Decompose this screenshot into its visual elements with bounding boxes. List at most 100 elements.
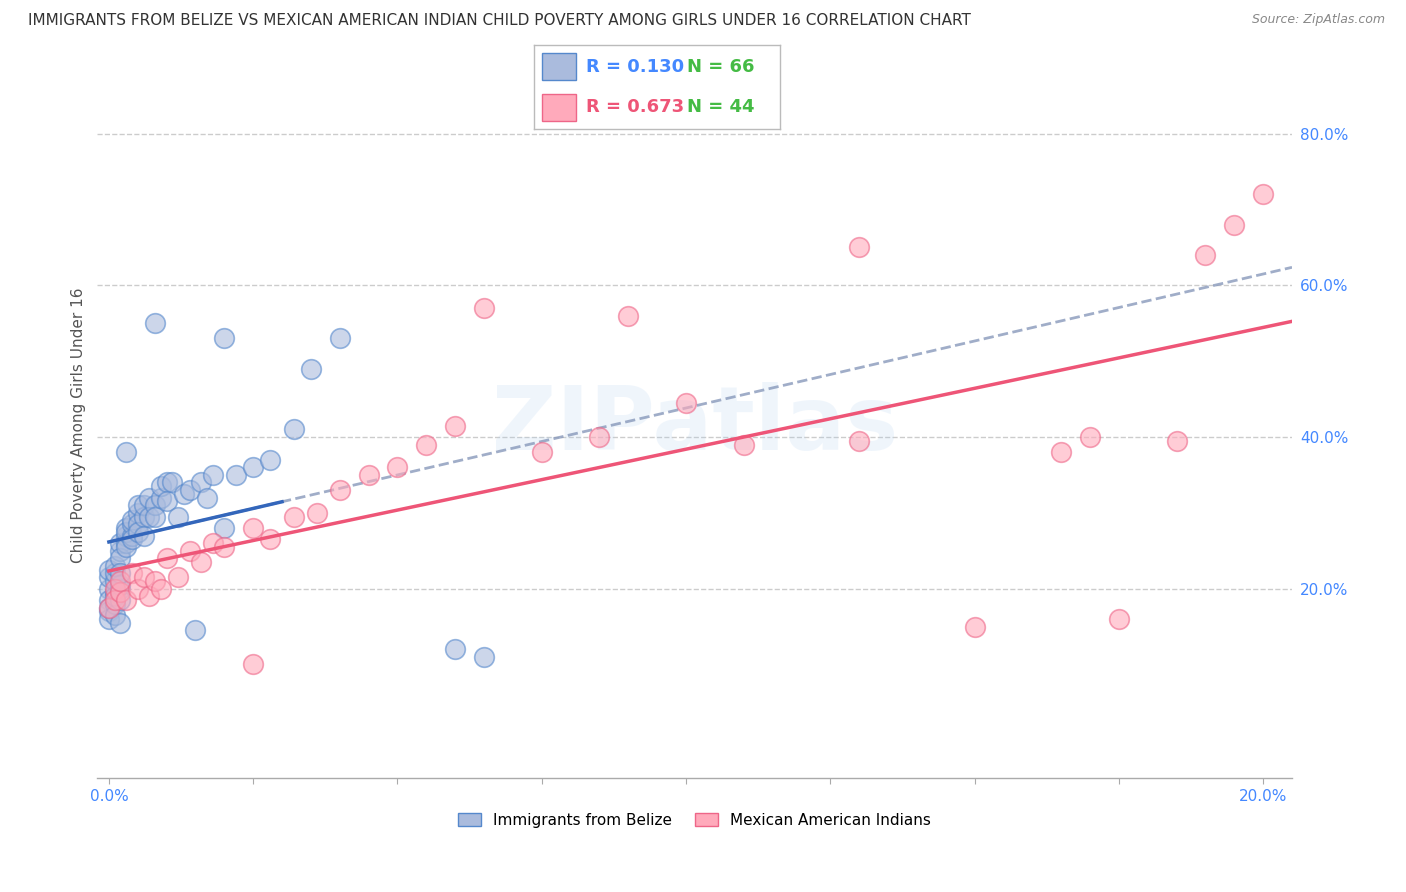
Point [127,582,149,596]
Point [127,506,149,520]
Point [387,460,409,475]
Point [132,528,155,542]
Point [179,543,201,558]
Point [848,240,870,254]
Point [132,498,155,512]
Point [97,563,120,577]
Point [283,509,305,524]
Point [104,574,127,588]
Point [1050,445,1073,459]
Point [201,536,224,550]
Text: IMMIGRANTS FROM BELIZE VS MEXICAN AMERICAN INDIAN CHILD POVERTY AMONG GIRLS UNDE: IMMIGRANTS FROM BELIZE VS MEXICAN AMERIC… [28,13,972,29]
Point [132,570,155,584]
Point [190,475,212,490]
Point [121,533,143,547]
Point [167,570,190,584]
Point [242,460,264,475]
Point [259,533,281,547]
Point [588,430,610,444]
Point [104,597,127,611]
Point [97,593,120,607]
Point [97,582,120,596]
Point [472,649,495,664]
Point [110,585,132,599]
Text: Source: ZipAtlas.com: Source: ZipAtlas.com [1251,13,1385,27]
Point [110,593,132,607]
Point [530,445,553,459]
Point [155,475,177,490]
Point [110,574,132,588]
Point [121,513,143,527]
Point [155,551,177,566]
Point [121,528,143,542]
Point [115,524,138,539]
Point [115,528,138,542]
Point [214,331,236,345]
Point [110,578,132,592]
Point [214,540,236,554]
Point [104,558,127,573]
Point [617,309,640,323]
Point [1108,612,1130,626]
Point [110,582,132,596]
Point [167,509,190,524]
Point [472,301,495,315]
Point [1166,434,1188,448]
Point [444,642,467,657]
Point [110,543,132,558]
Legend: Immigrants from Belize, Mexican American Indians: Immigrants from Belize, Mexican American… [451,807,938,834]
Point [97,612,120,626]
Point [115,536,138,550]
Point [162,475,184,490]
Point [127,524,149,539]
Point [1194,248,1216,262]
Point [733,437,755,451]
Point [155,494,177,508]
Point [329,483,352,497]
Point [110,551,132,566]
Point [214,521,236,535]
Point [115,593,138,607]
Point [115,445,138,459]
Point [143,509,166,524]
Bar [541,94,576,120]
Point [104,608,127,623]
Point [121,517,143,532]
Point [97,604,120,618]
Point [143,498,166,512]
Point [415,437,437,451]
Point [138,491,160,505]
Point [299,361,322,376]
Point [104,582,127,596]
Point [115,540,138,554]
Point [104,585,127,599]
Point [104,566,127,581]
Text: N = 66: N = 66 [686,58,755,76]
Point [242,657,264,672]
Point [283,422,305,436]
Point [357,467,380,482]
Point [444,418,467,433]
Point [138,589,160,603]
Point [201,467,224,482]
Point [97,600,120,615]
Point [110,615,132,630]
Point [121,566,143,581]
Point [225,467,247,482]
Point [173,487,195,501]
Point [127,498,149,512]
Point [184,624,207,638]
Point [97,570,120,584]
Point [179,483,201,497]
Text: N = 44: N = 44 [686,98,755,116]
Point [149,491,172,505]
Y-axis label: Child Poverty Among Girls Under 16: Child Poverty Among Girls Under 16 [72,288,86,564]
Point [149,582,172,596]
Point [329,331,352,345]
Point [963,619,986,633]
Point [132,509,155,524]
Point [242,521,264,535]
Point [104,589,127,603]
Point [104,593,127,607]
Point [115,521,138,535]
